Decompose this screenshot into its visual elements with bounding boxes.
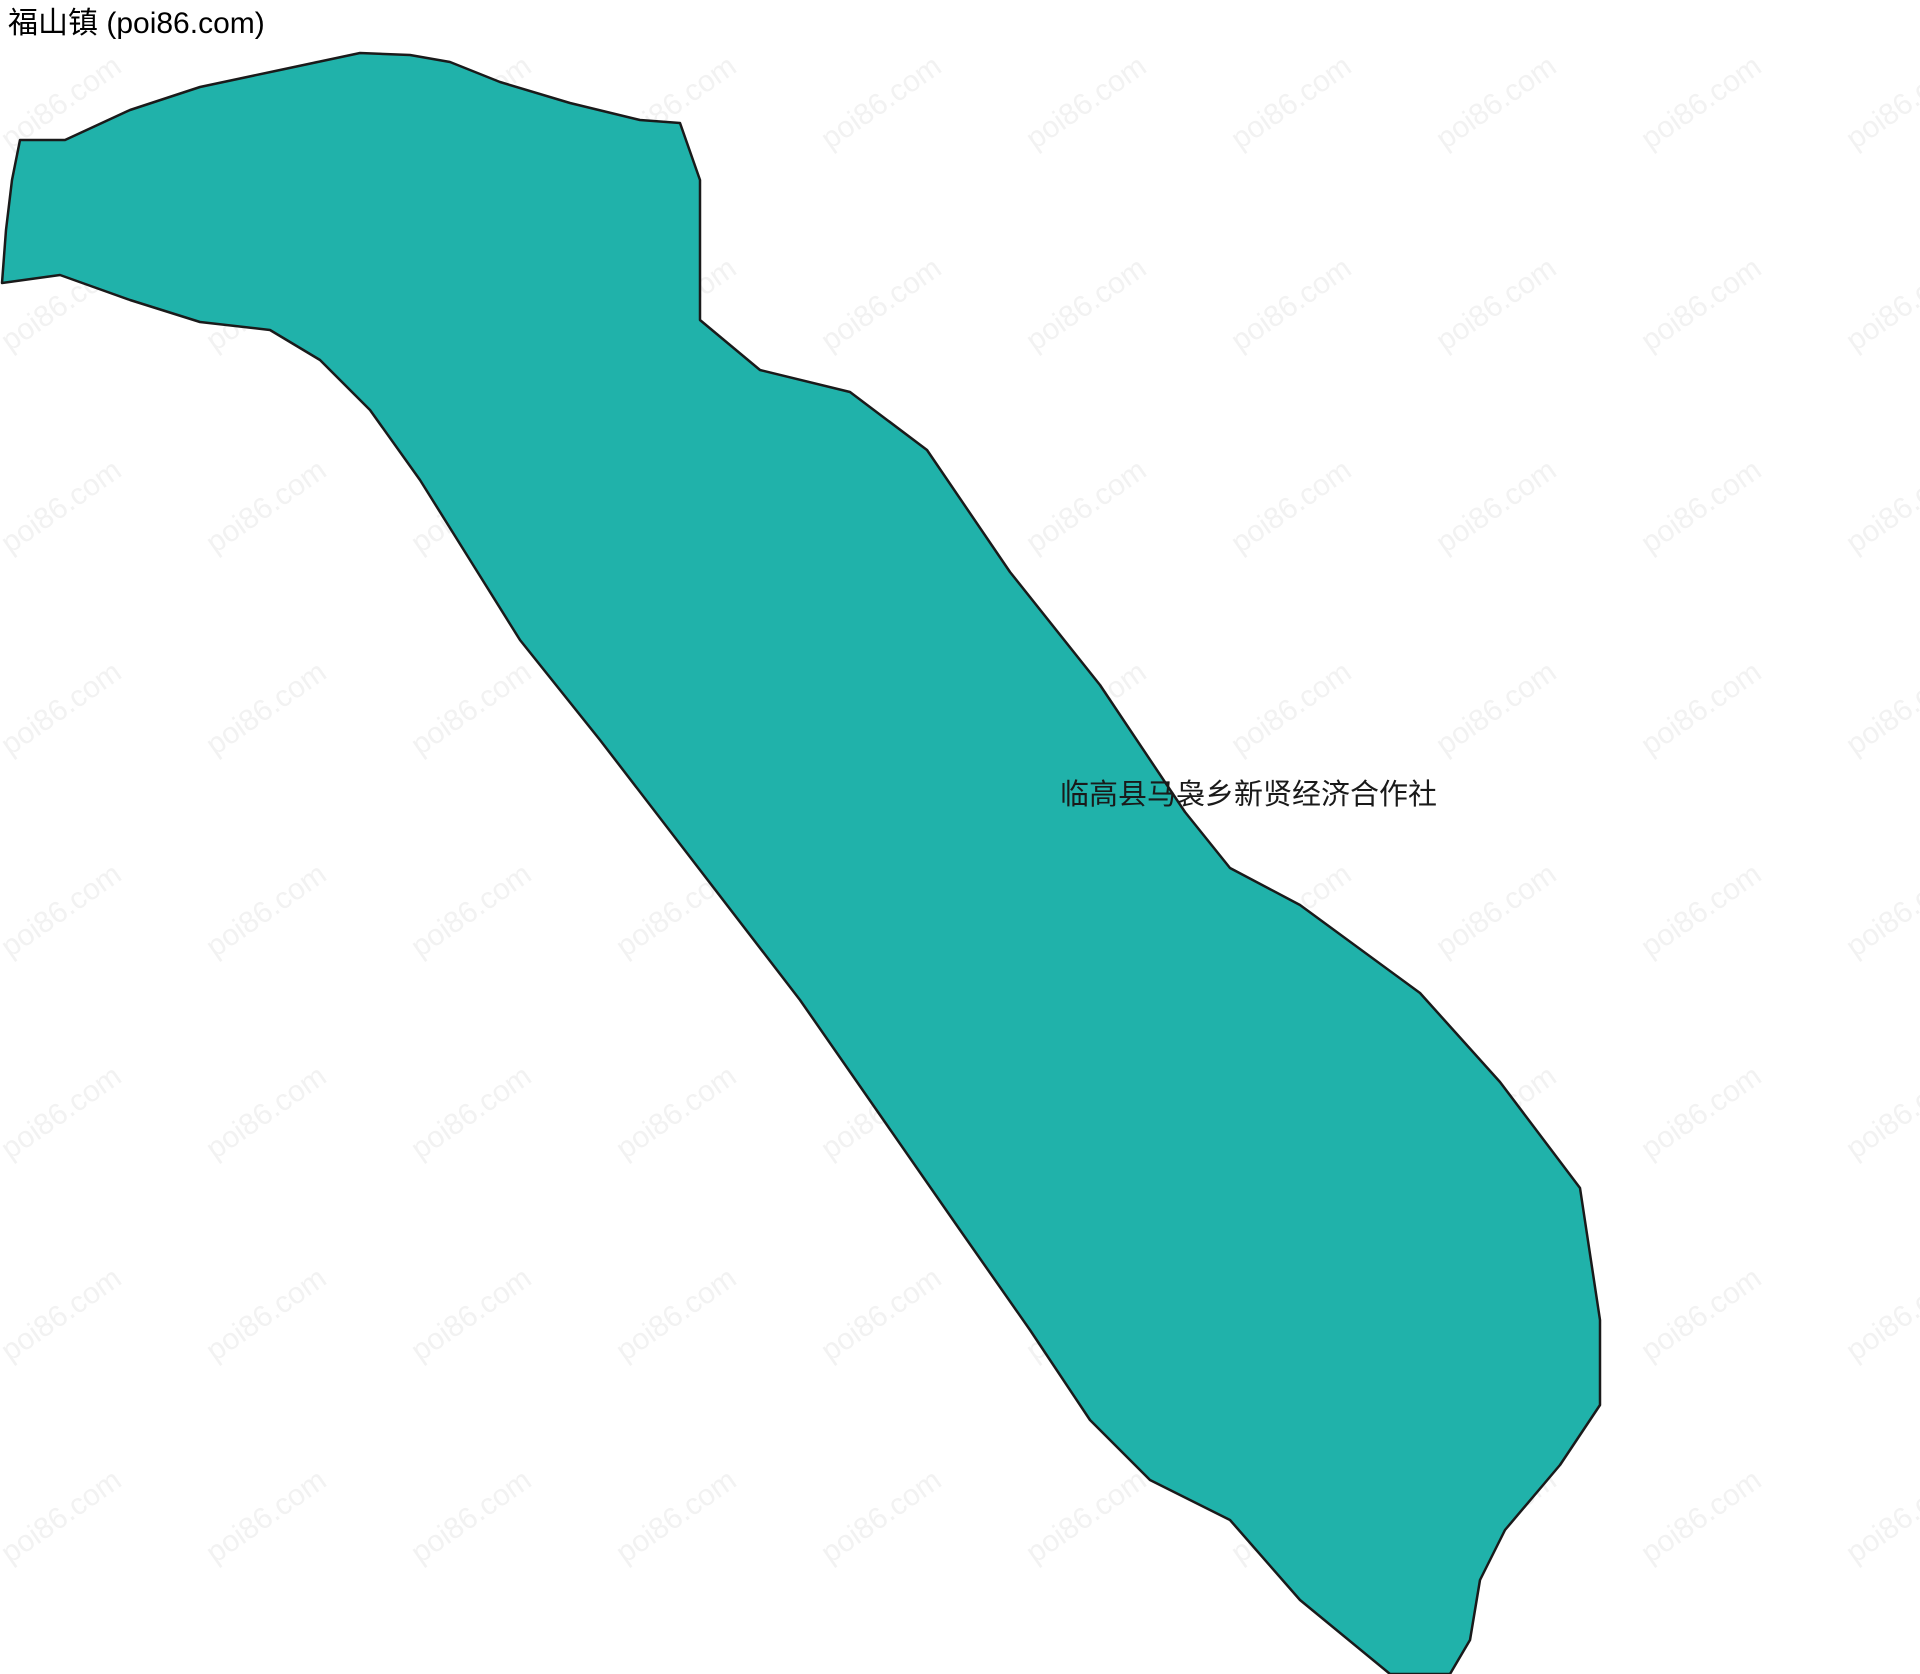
page-title: 福山镇 (poi86.com) <box>8 7 265 40</box>
region-boundary-polygon[interactable] <box>0 51 1602 1674</box>
